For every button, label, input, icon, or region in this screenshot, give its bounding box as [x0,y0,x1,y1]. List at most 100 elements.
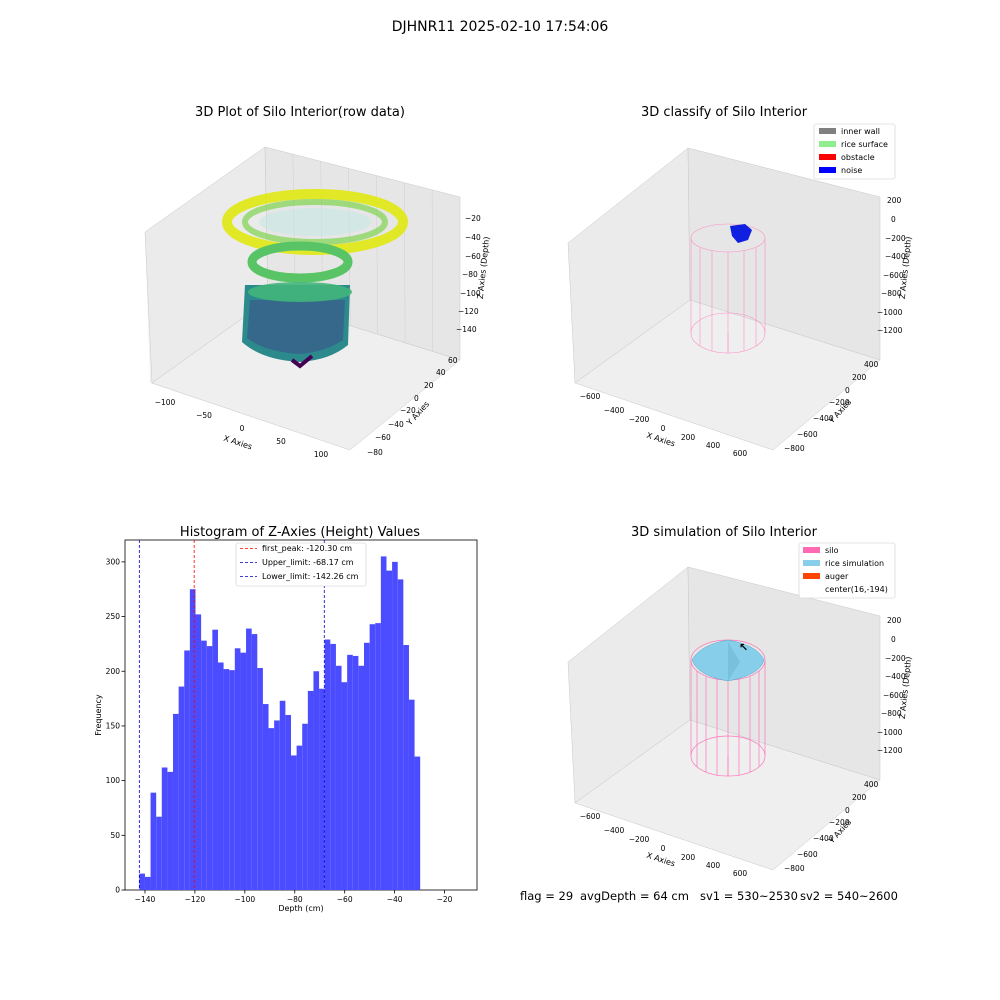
z-tick-label: −80 [462,270,478,279]
histogram-bar [206,646,213,890]
svg-text:−200: −200 [629,415,650,424]
legend-label: first_peak: -120.30 cm [262,544,352,553]
y-tick-label: 100 [106,776,121,785]
histogram-bar [246,628,252,890]
sv1-text: sv1 = 530~2530 [700,889,798,903]
histogram-bar [386,570,393,890]
legend-swatch-inner-wall [819,128,836,134]
x-tick-label: −120 [185,895,206,904]
svg-text:0: 0 [845,386,850,395]
histogram-bar [173,713,179,890]
svg-text:−600: −600 [797,850,818,859]
histogram-bar [408,699,415,890]
x-tick-label: −100 [155,398,176,407]
svg-text:0: 0 [661,424,666,433]
svg-text:−200: −200 [829,398,850,407]
svg-text:600: 600 [733,449,748,458]
histogram-panel[interactable]: Histogram of Z-Axies (Height) Values −14… [94,525,478,913]
y-tick-label: 0 [414,394,419,403]
simulation-3d-z-ticks: 200 0 −200 −400 −600 −800 −1000 −1200 [877,616,906,755]
simulation-3d-box: ↖ [567,566,881,871]
histogram-bar [352,655,359,890]
raw-3d-z-ticks: −20 −40 −60 −80 −100 −120 −140 [456,214,481,334]
x-tick-label: −50 [196,411,212,420]
legend-swatch-obstacle [819,154,836,160]
svg-text:−400: −400 [813,414,834,423]
svg-text:400: 400 [864,780,879,789]
x-tick-label: −60 [337,895,353,904]
svg-text:−200: −200 [629,835,650,844]
histogram-bar [212,629,218,890]
classify-3d-x-ticks: −600 −400 −200 0 200 400 600 [580,392,748,458]
simulation-3d-panel[interactable]: 3D simulation of Silo Interior [567,525,913,878]
svg-text:200: 200 [852,373,867,382]
histogram-bar [358,665,365,890]
raw-3d-panel[interactable]: 3D Plot of Silo Interior(row data) −100 … [144,105,492,459]
y-tick-label: 50 [110,831,120,840]
histogram-bar [234,648,241,890]
histogram-bar [262,704,269,890]
avg-depth-text: avgDepth = 64 cm [580,889,689,903]
histogram-bar [144,876,151,890]
histogram-bar [161,767,168,890]
svg-text:−600: −600 [797,430,818,439]
histogram-bar [167,771,174,890]
y-tick-label: −40 [388,420,404,429]
histogram-bar [380,556,387,890]
histogram-title: Histogram of Z-Axies (Height) Values [180,525,420,540]
legend-label: obstacle [841,153,875,162]
histogram-bar [189,589,196,890]
histogram-bar [201,640,207,890]
svg-text:−400: −400 [813,834,834,843]
histogram-bar [403,645,409,890]
svg-text:−200: −200 [885,654,906,663]
svg-text:−600: −600 [580,812,601,821]
histogram-bar [195,614,202,890]
svg-text:−1000: −1000 [877,728,903,737]
svg-text:0: 0 [891,215,896,224]
simulation-legend: silo rice simulation auger center(16,-19… [798,542,896,599]
simulation-3d-title: 3D simulation of Silo Interior [631,525,818,540]
histogram-x-ticks: −140 −120 −100 −80 −60 −40 −20 [135,890,453,904]
legend-label: center(16,-194) [825,585,888,594]
legend-swatch-auger [803,573,820,579]
y-tick-label: −60 [375,433,391,442]
z-tick-label: −120 [458,307,479,316]
svg-text:−800: −800 [881,709,902,718]
z-tick-label: −40 [465,233,481,242]
y-tick-label: −20 [400,406,416,415]
histogram-bar [251,634,258,890]
y-tick-label: 150 [106,721,121,730]
histogram-bar [150,792,157,890]
histogram-bar [178,686,185,890]
histogram-bar [217,662,224,890]
histogram-bar [341,682,348,890]
classify-3d-panel[interactable]: 3D classify of Silo Interior [567,105,913,458]
histogram-bar [347,654,353,890]
raw-3d-z-label: Z Axies (Depth) [476,236,492,299]
center-marker-icon: ↖ [739,641,748,654]
svg-text:−1200: −1200 [877,746,903,755]
legend-swatch-rice-simulation [803,560,820,566]
simulation-3d-x-ticks: −600 −400 −200 0 200 400 600 [580,812,748,878]
histogram-bar [302,723,308,890]
legend-label: rice simulation [825,559,884,568]
y-tick-label: 20 [424,381,434,390]
classify-3d-y-ticks: −800 −600 −400 −200 0 200 400 [784,360,879,453]
svg-text:0: 0 [661,844,666,853]
x-tick-label: 100 [314,450,329,459]
z-tick-label: −60 [465,252,481,261]
histogram-bar [324,639,331,890]
histogram-bar [274,720,280,890]
histogram-bar [184,650,190,890]
raw-3d-x-ticks: −100 −50 0 50 100 [155,398,329,459]
svg-text:200: 200 [681,433,696,442]
histogram-bar [369,624,376,890]
y-tick-label: 300 [106,557,121,566]
x-tick-label: −140 [135,895,156,904]
svg-text:−1000: −1000 [877,308,903,317]
svg-text:400: 400 [706,441,721,450]
z-tick-label: −20 [465,214,481,223]
y-tick-label: 40 [436,368,446,377]
